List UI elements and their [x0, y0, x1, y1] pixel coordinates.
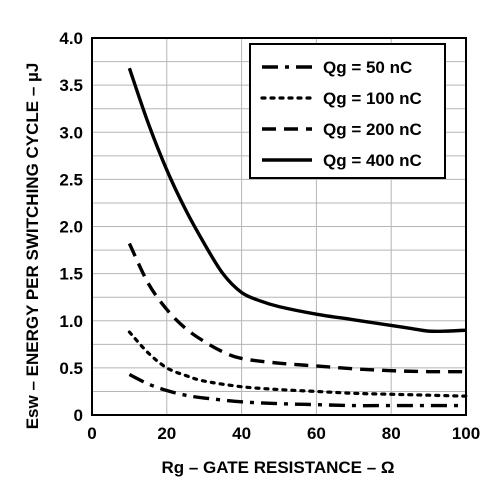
y-tick-label: 2.5 — [59, 170, 83, 189]
series-line-3 — [127, 242, 467, 374]
x-axis-label: Rg – GATE RESISTANCE – Ω — [161, 458, 394, 477]
y-tick-label: 3.0 — [59, 123, 83, 142]
legend-entry-label: Qg = 200 nC — [323, 120, 422, 139]
legend: Qg = 50 nC Qg = 100 nC Qg = 200 nC Qg = 400… — [249, 43, 446, 179]
y-tick-label: 4.0 — [59, 29, 83, 48]
series-line-2 — [127, 330, 468, 398]
y-tick-label: 0 — [74, 406, 83, 425]
legend-box — [249, 43, 446, 179]
x-tick-label: 40 — [232, 424, 251, 443]
legend-entry-label: Qg = 400 nC — [323, 151, 422, 170]
y-tick-label: 1.0 — [59, 312, 83, 331]
legend-entry-label: Qg = 100 nC — [323, 89, 422, 108]
x-tick-label: 100 — [452, 424, 480, 443]
y-tick-label: 1.5 — [59, 265, 83, 284]
x-tick-label: 80 — [382, 424, 401, 443]
y-tick-label: 2.0 — [59, 218, 83, 237]
series-layer — [127, 67, 468, 408]
series-line-1 — [128, 372, 466, 408]
y-tick-label: 3.5 — [59, 76, 83, 95]
x-tick-label: 20 — [157, 424, 176, 443]
tick-labels: 0 20 40 60 80 100 0 0.5 1.0 1.5 2.0 2.5 3.0 3.5 4.0 — [59, 29, 480, 443]
x-tick-label: 0 — [87, 424, 96, 443]
series-line-4 — [127, 67, 467, 334]
y-axis-label: Esw – ENERGY PER SWITCHING CYCLE – µJ — [23, 63, 42, 430]
legend-entry-label: Qg = 50 nC — [323, 58, 412, 77]
x-tick-label: 60 — [307, 424, 326, 443]
plot-frame — [91, 37, 467, 416]
y-tick-label: 0.5 — [59, 359, 83, 378]
